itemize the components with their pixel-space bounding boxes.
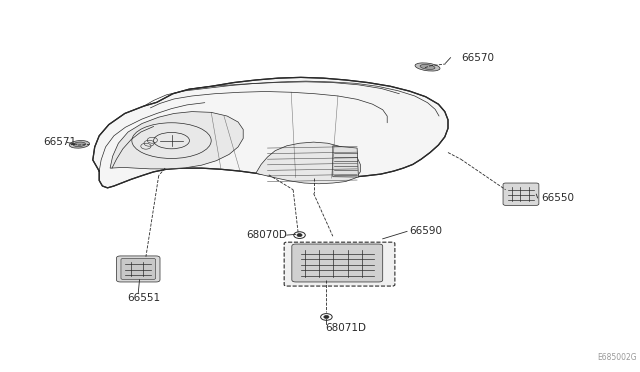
Circle shape <box>324 315 329 318</box>
Text: 66571: 66571 <box>44 138 77 147</box>
Text: 66570: 66570 <box>461 53 494 62</box>
Polygon shape <box>333 146 358 177</box>
FancyBboxPatch shape <box>121 259 156 279</box>
Text: 66590: 66590 <box>410 227 443 236</box>
Polygon shape <box>93 77 448 188</box>
FancyBboxPatch shape <box>284 242 395 286</box>
Text: E685002G: E685002G <box>597 353 637 362</box>
FancyBboxPatch shape <box>292 244 383 282</box>
Polygon shape <box>256 142 360 184</box>
Ellipse shape <box>69 141 90 148</box>
Ellipse shape <box>415 63 440 71</box>
Text: 68070D: 68070D <box>246 230 287 240</box>
Polygon shape <box>110 112 243 169</box>
Text: 68071D: 68071D <box>325 323 366 333</box>
FancyBboxPatch shape <box>503 183 539 205</box>
Circle shape <box>297 234 302 237</box>
FancyBboxPatch shape <box>116 256 160 282</box>
Ellipse shape <box>420 64 435 70</box>
Text: 66550: 66550 <box>541 193 574 203</box>
Text: 66551: 66551 <box>127 293 161 302</box>
Ellipse shape <box>73 142 86 147</box>
